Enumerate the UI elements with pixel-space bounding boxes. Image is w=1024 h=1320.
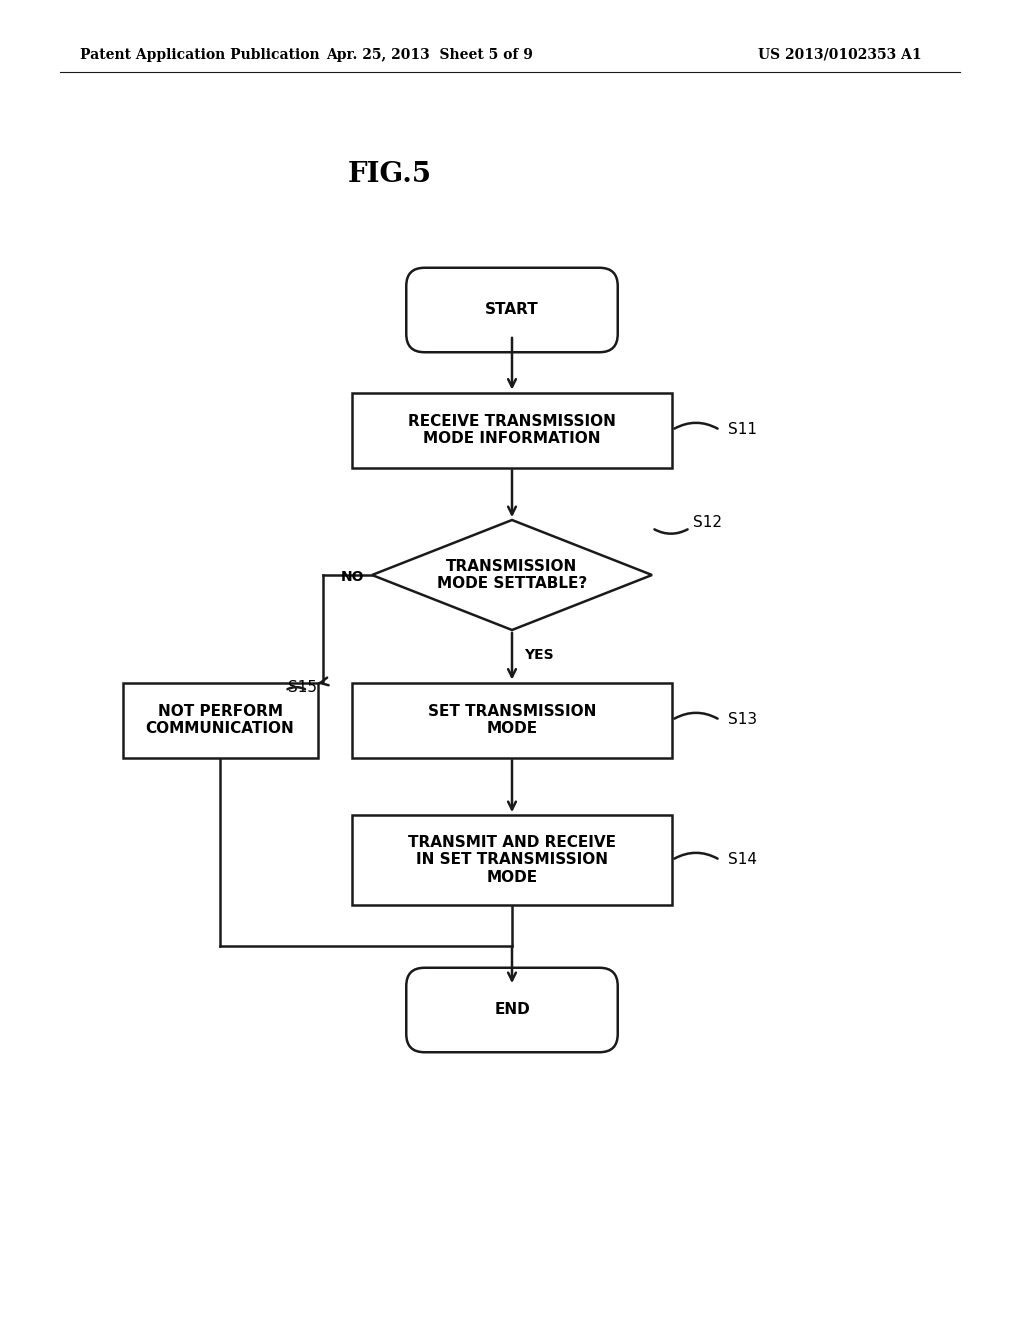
Text: NOT PERFORM
COMMUNICATION: NOT PERFORM COMMUNICATION [145, 704, 294, 737]
Text: NO: NO [341, 570, 364, 583]
Text: Apr. 25, 2013  Sheet 5 of 9: Apr. 25, 2013 Sheet 5 of 9 [327, 48, 534, 62]
Text: YES: YES [524, 648, 554, 663]
Text: S11: S11 [728, 422, 757, 437]
Text: Patent Application Publication: Patent Application Publication [80, 48, 319, 62]
Text: US 2013/0102353 A1: US 2013/0102353 A1 [758, 48, 922, 62]
Text: START: START [485, 302, 539, 318]
Text: S13: S13 [728, 713, 757, 727]
FancyBboxPatch shape [407, 268, 617, 352]
Bar [123, 682, 317, 758]
Text: S15: S15 [288, 680, 317, 694]
Text: TRANSMISSION
MODE SETTABLE?: TRANSMISSION MODE SETTABLE? [437, 558, 587, 591]
Text: END: END [495, 1002, 529, 1018]
Text: SET TRANSMISSION
MODE: SET TRANSMISSION MODE [428, 704, 596, 737]
Text: S14: S14 [728, 853, 757, 867]
FancyBboxPatch shape [407, 968, 617, 1052]
Text: TRANSMIT AND RECEIVE
IN SET TRANSMISSION
MODE: TRANSMIT AND RECEIVE IN SET TRANSMISSION… [408, 836, 616, 884]
Polygon shape [372, 520, 652, 630]
Bar [352, 814, 672, 906]
Bar [352, 392, 672, 467]
Bar [352, 682, 672, 758]
Text: RECEIVE TRANSMISSION
MODE INFORMATION: RECEIVE TRANSMISSION MODE INFORMATION [408, 413, 616, 446]
Text: S12: S12 [693, 515, 722, 531]
Text: FIG.5: FIG.5 [348, 161, 432, 189]
